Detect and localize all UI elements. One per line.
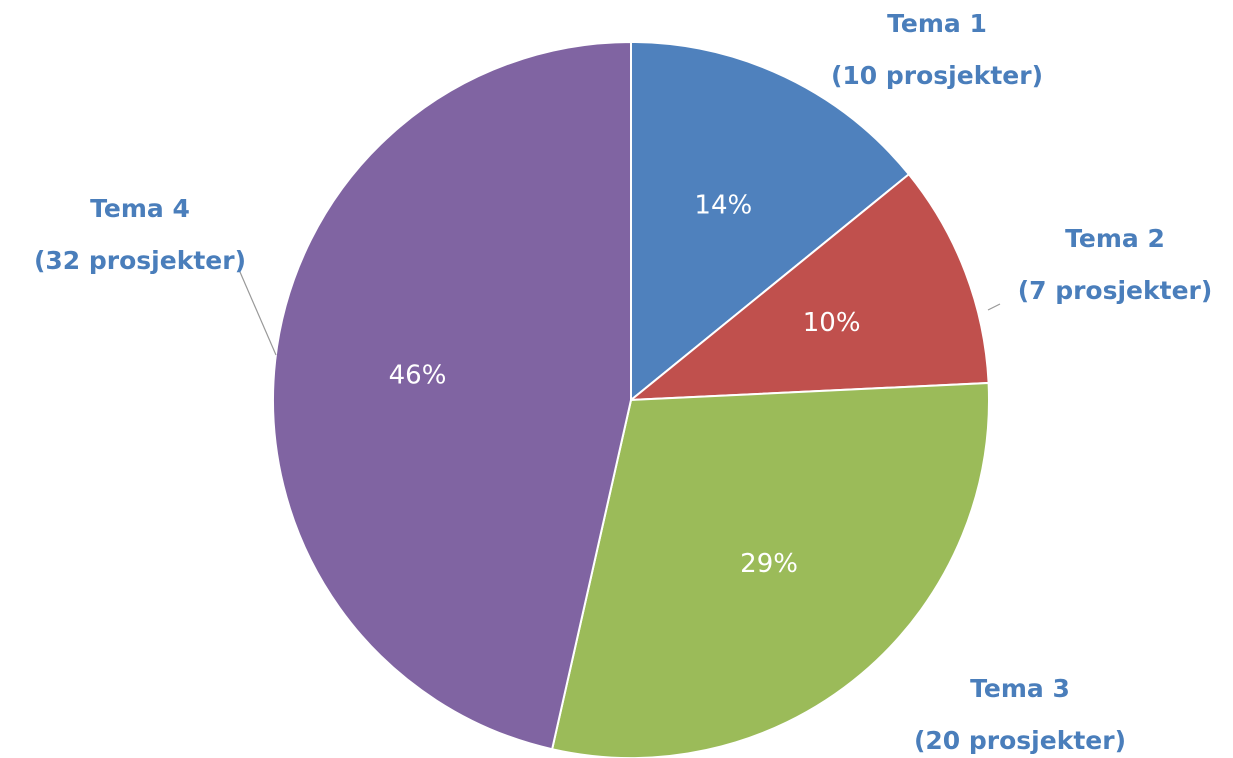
labels: 14% Tema 1 (10 prosjekter) 10% Tema 2 (7 pros… bbox=[34, 9, 1212, 755]
pie-slice bbox=[628, 172, 990, 402]
pie-slice bbox=[272, 40, 632, 751]
value-label: 29% bbox=[740, 549, 798, 579]
category-label: Tema 4 bbox=[90, 194, 190, 223]
category-detail: (10 prosjekter) bbox=[831, 61, 1043, 90]
value-label: 46% bbox=[389, 361, 447, 391]
leader-line bbox=[987, 303, 1001, 311]
category-label: Tema 2 bbox=[1065, 224, 1165, 253]
pie-slice bbox=[630, 40, 911, 403]
value-label: 10% bbox=[803, 308, 861, 338]
category-label: Tema 1 bbox=[887, 9, 987, 38]
category-detail: (32 prosjekter) bbox=[34, 246, 246, 275]
pie bbox=[272, 40, 990, 758]
category-detail: (20 prosjekter) bbox=[914, 726, 1126, 755]
category-label: Tema 3 bbox=[970, 674, 1070, 703]
leader-line bbox=[239, 271, 277, 356]
value-label: 14% bbox=[694, 191, 752, 221]
category-detail: (7 prosjekter) bbox=[1018, 276, 1213, 305]
